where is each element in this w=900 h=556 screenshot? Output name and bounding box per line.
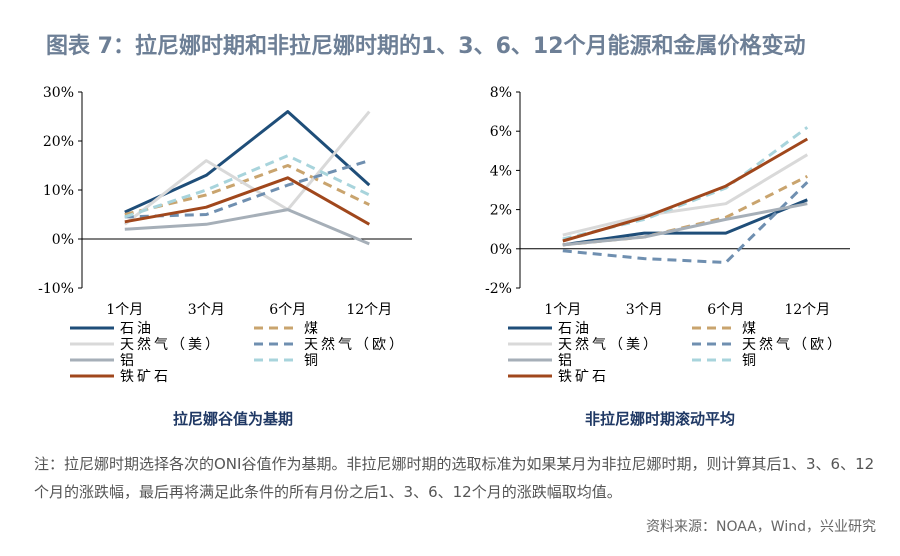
- legend-label: 煤: [742, 321, 759, 337]
- legend-label: 铝: [120, 353, 137, 369]
- x-tick-label: 12个月: [784, 302, 830, 318]
- series-line-7: [562, 137, 809, 243]
- y-tick-label: 4%: [490, 163, 512, 179]
- y-tick-label: 0%: [52, 232, 74, 248]
- figure-title: 图表 7：拉尼娜时期和非拉尼娜时期的1、3、6、12个月能源和金属价格变动: [46, 34, 806, 59]
- series-line-4: [562, 181, 809, 264]
- series-line-3: [123, 110, 371, 226]
- y-tick-label: 6%: [490, 124, 512, 140]
- series-line-1: [562, 198, 808, 247]
- x-tick-label: 6个月: [269, 302, 306, 318]
- y-tick-label: 2%: [490, 203, 512, 219]
- legend-label: 铁矿石: [120, 369, 171, 385]
- series-line-2: [124, 164, 370, 216]
- x-tick-label: 1个月: [106, 302, 143, 318]
- x-tick-label: 6个月: [707, 302, 744, 318]
- series-line-6: [562, 126, 809, 241]
- x-tick-label: 3个月: [188, 302, 225, 318]
- legend-label: 铜: [742, 353, 759, 369]
- legend-label: 煤: [304, 321, 321, 337]
- legend-label: 石油: [120, 321, 154, 337]
- y-tick-label: 30%: [43, 85, 74, 101]
- series-line-5: [124, 208, 370, 246]
- y-tick-label: 10%: [43, 183, 74, 199]
- series-line-3: [562, 153, 809, 237]
- y-tick-label: 20%: [43, 134, 74, 150]
- series-line-5: [562, 202, 808, 247]
- legend-label: 石油: [558, 321, 592, 337]
- data-source: 资料来源：NOAA，Wind，兴业研究: [646, 519, 876, 535]
- legend-label: 铝: [558, 353, 575, 369]
- legend-label: 铜: [304, 353, 321, 369]
- series-line-4: [124, 159, 370, 219]
- footnote: 注：拉尼娜时期选择各次的ONI谷值作为基期。非拉尼娜时期的选取标准为如果某月为非…: [34, 455, 875, 501]
- x-tick-label: 1个月: [544, 302, 581, 318]
- y-tick-label: 0%: [490, 242, 512, 258]
- y-tick-label: -2%: [485, 281, 512, 297]
- x-tick-label: 12个月: [346, 302, 392, 318]
- legend-label: 天然气（美）: [558, 336, 660, 353]
- legend-label: 天然气（美）: [120, 336, 222, 353]
- chart-left-caption: 拉尼娜谷值为基期: [173, 410, 294, 428]
- y-tick-label: 8%: [490, 85, 512, 101]
- chart-right-caption: 非拉尼娜时期滚动平均: [585, 410, 736, 428]
- series-line-7: [124, 176, 371, 226]
- y-tick-label: -10%: [38, 281, 74, 297]
- legend-label: 铁矿石: [558, 369, 609, 385]
- legend-label: 天然气（欧）: [304, 336, 406, 353]
- x-tick-label: 3个月: [626, 302, 663, 318]
- legend-label: 天然气（欧）: [742, 336, 844, 353]
